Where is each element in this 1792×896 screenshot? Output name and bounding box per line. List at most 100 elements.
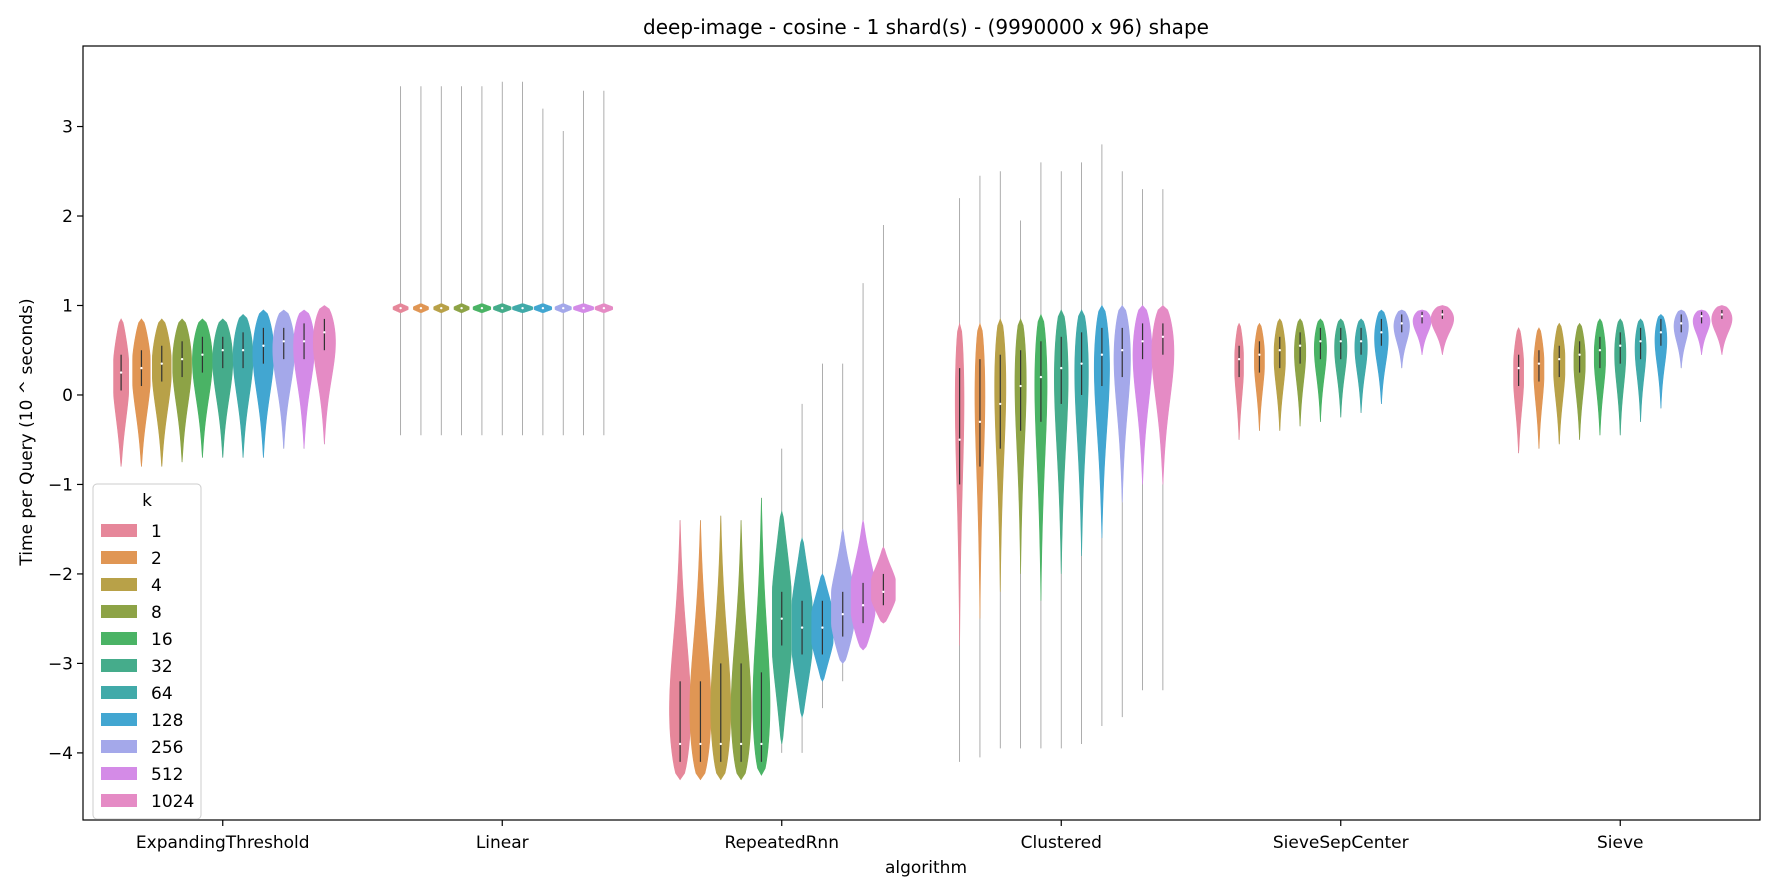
y-tick-label: 3 [62, 118, 73, 138]
violin-k-16-Clustered [1034, 162, 1048, 749]
violin-k-512-SieveSepCenter [1412, 309, 1432, 355]
violin-body [710, 515, 732, 781]
violin-k-16-ExpandingThreshold [192, 318, 213, 458]
violin-body [212, 318, 234, 458]
violin-median [1298, 344, 1302, 347]
y-tick-label: −1 [48, 475, 73, 495]
violin-k-1024-SieveSepCenter [1430, 305, 1455, 355]
violin-median [1619, 344, 1622, 347]
violin-k-8-RepeatedRnn [730, 520, 752, 781]
violin-k-1024-ExpandingThreshold [312, 305, 336, 445]
violin-body [1513, 327, 1524, 454]
violin-k-32-ExpandingThreshold [212, 318, 234, 458]
violin-median [460, 306, 463, 310]
violin-body [1573, 322, 1586, 440]
violin-k-256-Linear [554, 131, 572, 436]
violin-median [1019, 384, 1022, 388]
violin-body [1132, 305, 1153, 485]
violin-k-256-RepeatedRnn [831, 363, 855, 682]
violin-k-1-Sieve [1513, 327, 1524, 454]
violin-k-64-Linear [512, 81, 533, 436]
violin-k-64-SieveSepCenter [1354, 318, 1368, 413]
legend-label: 16 [151, 630, 173, 650]
violin-body [1593, 318, 1606, 436]
violin-median [180, 357, 184, 361]
violin-k-8-Clustered [1014, 220, 1027, 749]
x-tick-label: Clustered [1021, 833, 1102, 853]
violin-median [1319, 340, 1322, 343]
violin-k-1-Linear [392, 86, 409, 436]
violin-median [1339, 340, 1342, 343]
x-tick-label: RepeatedRnn [725, 833, 839, 853]
violin-median [1659, 331, 1663, 334]
violin-median [1060, 366, 1063, 370]
violin-k-1024-Linear [594, 90, 614, 436]
violin-median [1578, 353, 1581, 356]
x-tick-label: ExpandingThreshold [136, 833, 310, 853]
legend-swatch [101, 632, 137, 645]
x-axis-ticks: ExpandingThreshold Linear RepeatedRnn Clust… [136, 820, 1644, 853]
violin-median [1039, 375, 1043, 379]
violin-k-2-ExpandingThreshold [132, 318, 151, 467]
violin-median [739, 742, 743, 746]
violin-k-1-ExpandingThreshold [113, 318, 129, 467]
violin-k-4-Sieve [1553, 322, 1566, 445]
y-tick-label: 2 [62, 207, 73, 227]
legend-swatch [101, 659, 137, 672]
violin-median [780, 617, 783, 620]
violin-k-256-ExpandingThreshold [272, 309, 295, 449]
chart-title: deep-image - cosine - 1 shard(s) - (9990… [643, 15, 1209, 39]
violin-k-128-Linear [533, 108, 553, 436]
violin-body [272, 309, 295, 449]
violin-median [1700, 315, 1703, 318]
violin-body [1014, 318, 1027, 574]
y-tick-label: −2 [48, 565, 73, 585]
violin-body [1034, 313, 1048, 601]
violin-body [1113, 304, 1131, 503]
violin-k-128-RepeatedRnn [811, 363, 834, 709]
violin-median [160, 362, 163, 365]
violin-median [140, 366, 143, 370]
violin-body [132, 318, 151, 467]
violin-body [1313, 318, 1327, 422]
violin-body [1711, 305, 1733, 355]
violin-k-256-SieveSepCenter [1393, 309, 1410, 369]
violin-body [974, 322, 986, 619]
violin-median [1558, 357, 1561, 361]
violin-median [282, 340, 285, 343]
violin-median [882, 590, 885, 594]
x-tick-label: SieveSepCenter [1273, 833, 1409, 853]
violin-median [323, 331, 326, 334]
violin-body [1634, 318, 1647, 422]
violin-body [1412, 309, 1432, 355]
violin-median [201, 353, 204, 356]
violin-median [440, 306, 443, 310]
violin-k-2-Sieve [1533, 327, 1545, 449]
violin-body [1093, 304, 1110, 539]
legend-label: 256 [151, 738, 183, 758]
y-tick-label: 1 [62, 296, 73, 316]
violin-body [293, 309, 315, 449]
violin-k-512-Clustered [1132, 189, 1153, 691]
violin-body [1074, 309, 1089, 557]
violin-median [1639, 340, 1642, 343]
legend-label: 1024 [151, 792, 194, 812]
x-tick-label: Linear [476, 833, 529, 853]
violin-median [541, 306, 545, 310]
violin-body [994, 318, 1007, 592]
y-tick-label: 0 [62, 386, 73, 406]
violin-median [1720, 313, 1724, 316]
violin-k-16-Sieve [1593, 318, 1606, 436]
violin-median [562, 306, 565, 310]
legend-label: 8 [151, 603, 162, 623]
violin-k-1024-Sieve [1711, 305, 1733, 355]
violin-median [719, 742, 722, 746]
violin-body [1430, 305, 1455, 355]
violin-k-128-Clustered [1093, 144, 1110, 727]
violin-k-16-Linear [472, 86, 492, 436]
violin-median [999, 402, 1002, 406]
legend-swatch [101, 551, 137, 564]
legend-title: k [142, 491, 152, 511]
violin-k-2-Clustered [974, 175, 986, 758]
violin-k-1-Clustered [954, 198, 965, 762]
